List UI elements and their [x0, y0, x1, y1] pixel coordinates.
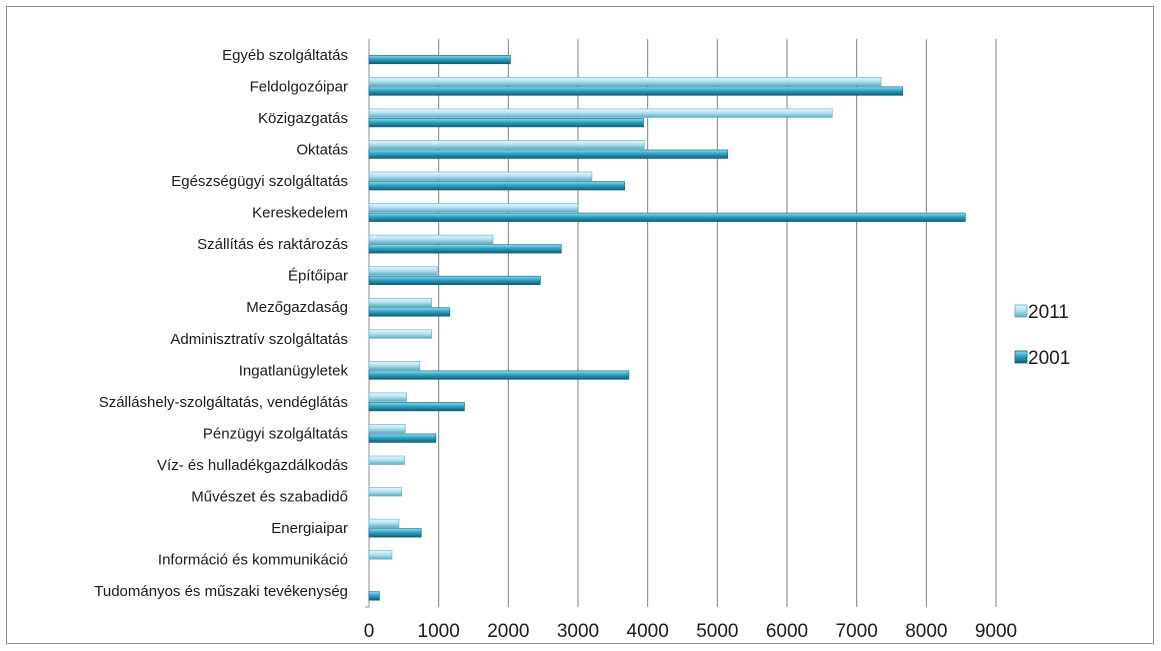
category-label: Tudományos és műszaki tevékenység	[94, 583, 348, 600]
x-tick-label: 2000	[487, 621, 529, 642]
category-label: Kereskedelem	[252, 205, 348, 222]
x-tick-label: 0	[364, 621, 375, 642]
category-label: Művészet és szabadidő	[191, 489, 348, 506]
category-label: Feldolgozóipar	[250, 78, 348, 95]
bar-2011-11	[368, 392, 407, 402]
bar-2011-9	[368, 329, 433, 339]
bar-2011-1	[368, 77, 882, 87]
bar-2011-8	[368, 297, 433, 308]
legend-label-2011: 2011	[1028, 302, 1069, 323]
bar-2011-4	[368, 171, 593, 181]
x-tick-label: 8000	[905, 621, 947, 642]
bar-2001-1	[368, 86, 903, 96]
legend-label-2001: 2001	[1028, 348, 1070, 369]
bar-2011-2	[368, 108, 833, 118]
bar-2001-8	[368, 307, 451, 317]
bar-2001-5	[368, 212, 966, 222]
category-label: Információ és kommunikáció	[158, 552, 348, 569]
x-tick-labels: 0 1000 2000 3000 4000 5000 6000 7000 8000 9000	[364, 621, 1017, 642]
bar-2001-10	[368, 370, 630, 380]
bar-2011-15	[368, 518, 400, 528]
x-tick-label: 3000	[557, 621, 599, 642]
bar-2011-10	[368, 361, 421, 371]
category-label: Adminisztratív szolgáltatás	[170, 331, 348, 348]
category-label: Ingatlanügyletek	[239, 362, 349, 379]
x-tick-label: 4000	[627, 621, 669, 642]
legend: 2011 2001	[1014, 302, 1070, 369]
category-label: Építőipar	[288, 268, 348, 285]
bar-2001-2	[368, 118, 644, 128]
bar-2011-3	[368, 140, 645, 150]
bar-2011-12	[368, 424, 406, 434]
x-tick-label: 5000	[696, 621, 738, 642]
bar-2011-16	[368, 550, 393, 560]
bar-2011-5	[368, 203, 579, 213]
category-label: Energiaipar	[271, 520, 348, 537]
x-tick-label: 9000	[975, 621, 1017, 642]
category-label: Szállítás és raktározás	[197, 236, 348, 253]
bar-2011-13	[368, 455, 405, 465]
bar-2001-6	[368, 244, 562, 254]
legend-swatch-2001	[1014, 350, 1028, 364]
category-label: Víz- és hulladékgazdálkodás	[157, 457, 348, 474]
x-tick-label: 1000	[418, 621, 460, 642]
bar-chart: Egyéb szolgáltatás Feldolgozóipar Közigazg…	[94, 39, 1070, 642]
bar-2001-7	[368, 275, 541, 285]
legend-swatch-2011	[1014, 304, 1028, 318]
category-label: Egészségügyi szolgáltatás	[171, 173, 348, 190]
bar-2011-6	[368, 234, 494, 244]
bar-2001-3	[368, 149, 729, 159]
x-tick-label: 6000	[766, 621, 808, 642]
bar-2001-15	[368, 528, 422, 538]
category-label: Egyéb szolgáltatás	[222, 47, 348, 64]
bar-2001-11	[368, 402, 465, 412]
bar-2001-17	[368, 591, 380, 601]
bar-2001-4	[368, 181, 625, 191]
category-label: Mezőgazdaság	[246, 299, 348, 316]
bar-2001-12	[368, 433, 437, 443]
category-labels: Egyéb szolgáltatás Feldolgozóipar Közigazg…	[94, 47, 348, 600]
bar-2001-0	[368, 54, 511, 65]
bars	[368, 54, 966, 601]
x-tick-label: 7000	[836, 621, 878, 642]
gridlines	[365, 39, 997, 608]
category-label: Pénzügyi szolgáltatás	[203, 425, 348, 442]
chart-frame: Egyéb szolgáltatás Feldolgozóipar Közigazg…	[6, 6, 1154, 644]
bar-2011-14	[368, 487, 403, 497]
bar-2011-7	[368, 266, 438, 276]
category-label: Szálláshely-szolgáltatás, vendéglátás	[99, 394, 348, 411]
category-label: Közigazgatás	[258, 110, 348, 127]
category-label: Oktatás	[296, 141, 348, 158]
